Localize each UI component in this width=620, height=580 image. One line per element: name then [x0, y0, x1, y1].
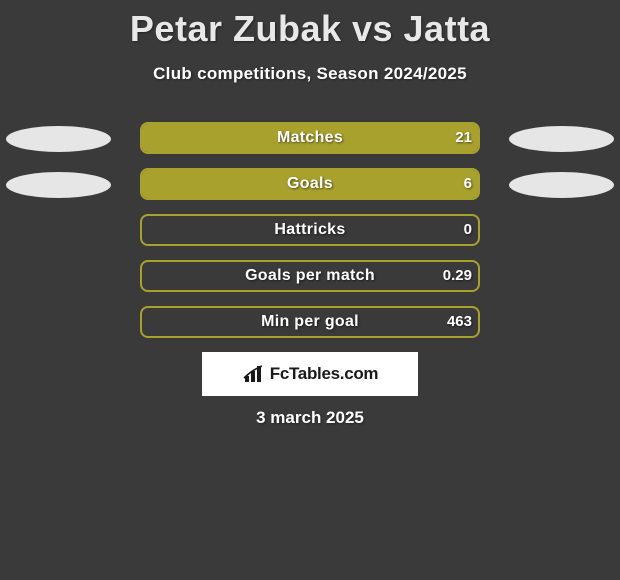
stat-bar-fill	[142, 170, 478, 198]
bar-chart-icon	[242, 364, 266, 384]
player-left-marker	[6, 172, 111, 198]
fctables-logo[interactable]: FcTables.com	[202, 352, 418, 396]
player-left-marker	[6, 126, 111, 152]
stat-bar	[140, 214, 480, 246]
stat-bar	[140, 306, 480, 338]
stat-row: Min per goal463	[0, 306, 620, 352]
stat-row: Goals6	[0, 168, 620, 214]
subtitle: Club competitions, Season 2024/2025	[0, 64, 620, 84]
stat-bar	[140, 168, 480, 200]
page-title: Petar Zubak vs Jatta	[0, 0, 620, 50]
player-right-marker	[509, 126, 614, 152]
date-label: 3 march 2025	[0, 408, 620, 428]
stat-bar-fill	[142, 124, 478, 152]
logo-text: FcTables.com	[270, 364, 379, 384]
stat-bar	[140, 122, 480, 154]
player-right-marker	[509, 172, 614, 198]
stat-row: Matches21	[0, 122, 620, 168]
stat-bar	[140, 260, 480, 292]
stat-row: Goals per match0.29	[0, 260, 620, 306]
stat-row: Hattricks0	[0, 214, 620, 260]
stats-container: Matches21Goals6Hattricks0Goals per match…	[0, 122, 620, 352]
